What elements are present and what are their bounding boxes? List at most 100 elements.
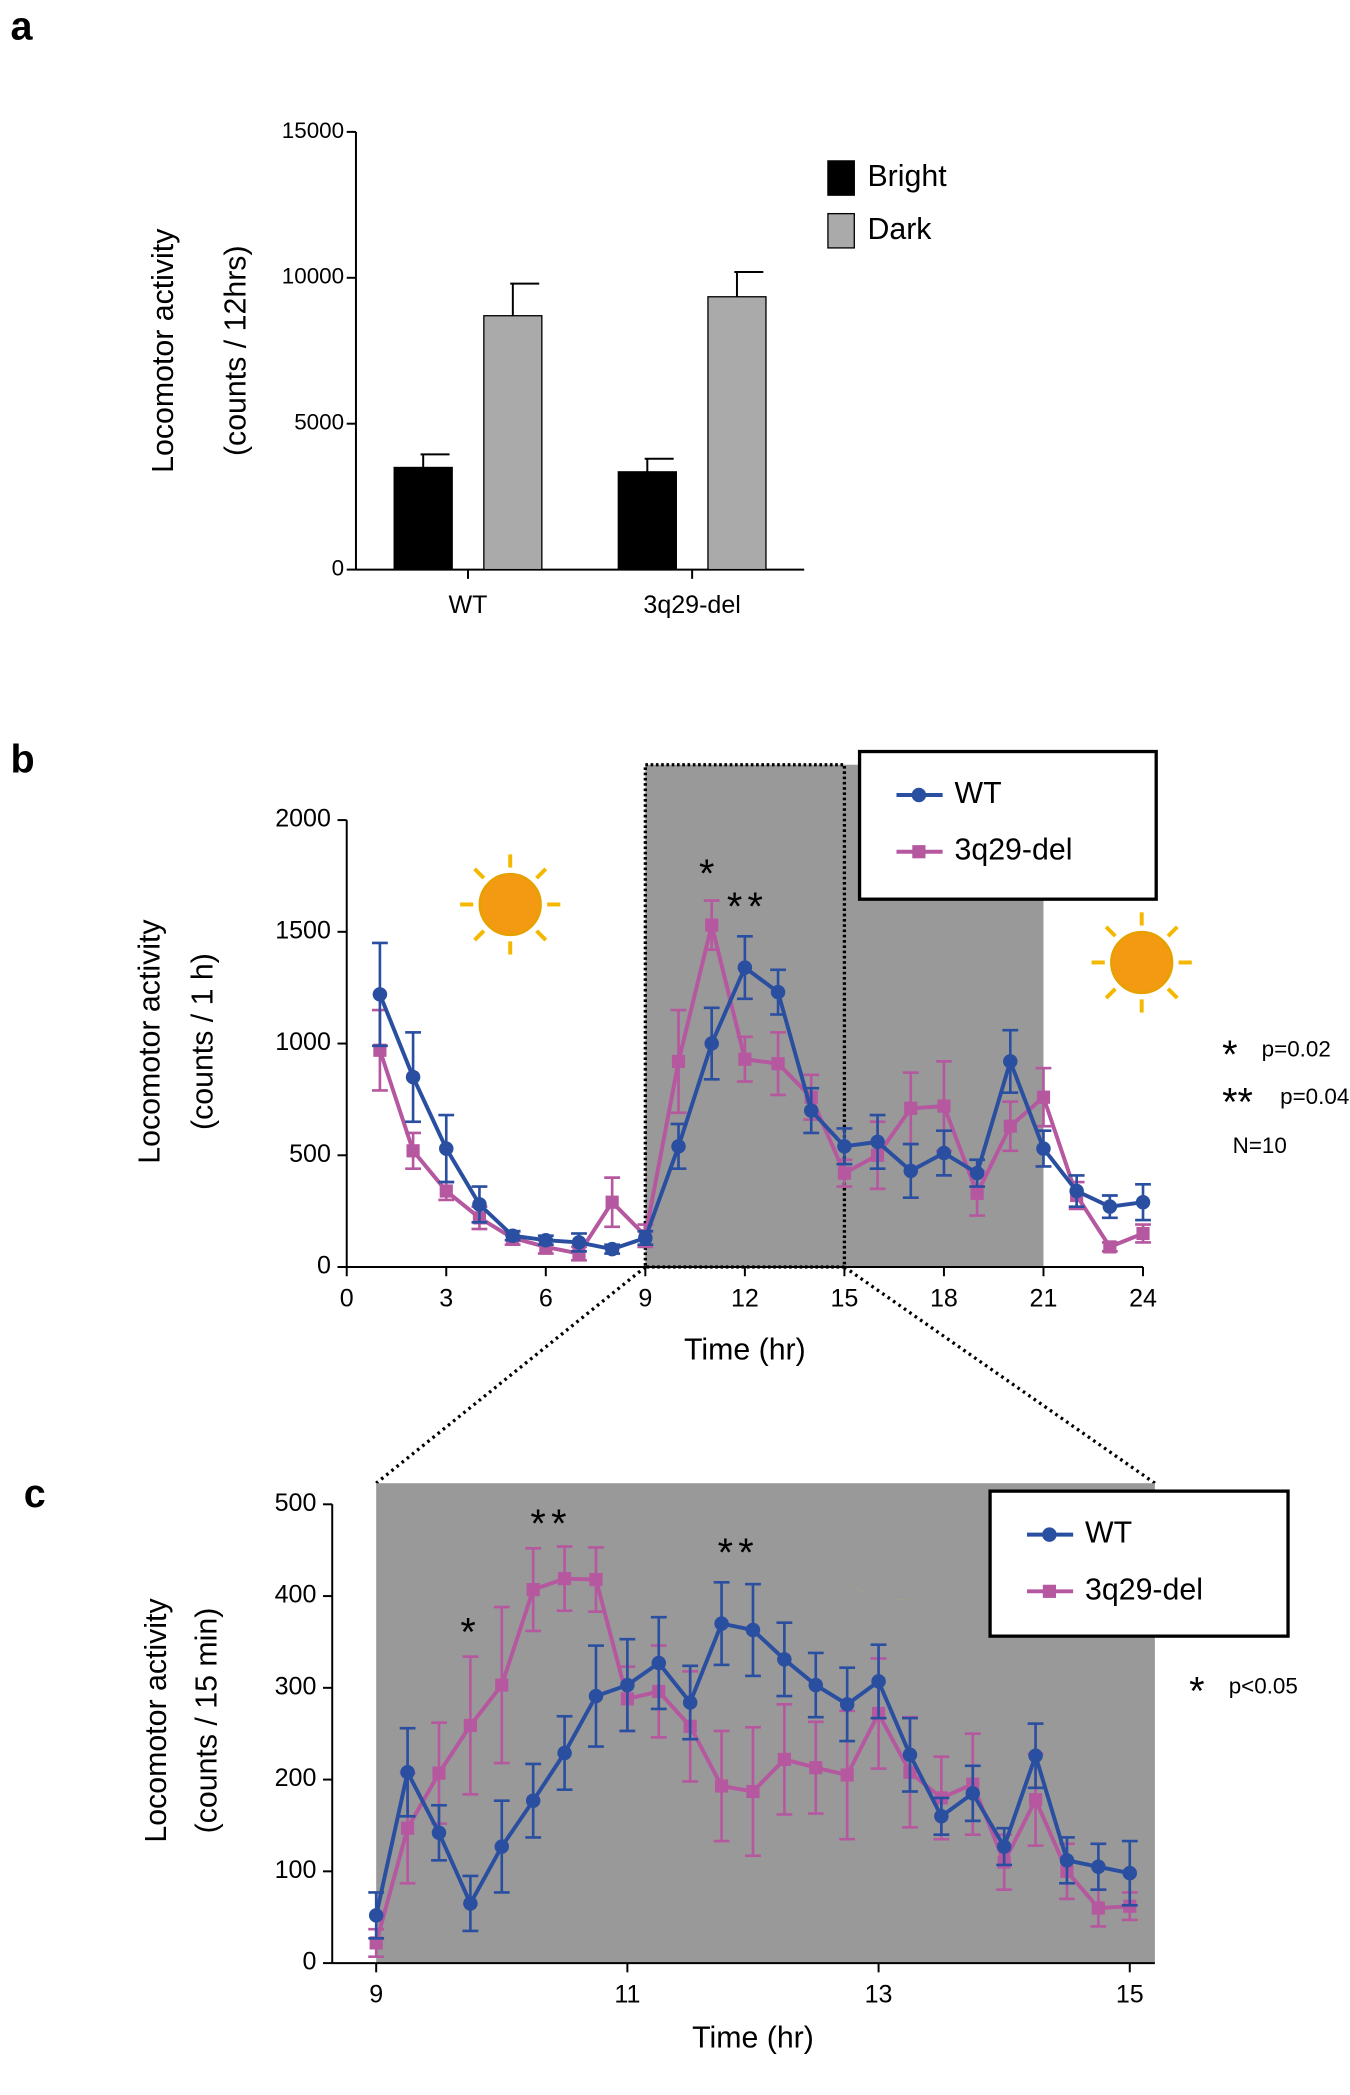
y-tick-label: 500	[275, 1489, 317, 1517]
y-axis-label: (counts / 12hrs)	[219, 245, 252, 456]
marker	[770, 984, 786, 1000]
marker	[432, 1766, 446, 1780]
bar	[707, 296, 767, 571]
y-tick-label: 1500	[275, 916, 331, 944]
marker	[1091, 1859, 1106, 1875]
marker	[904, 1101, 918, 1115]
marker	[400, 1764, 415, 1780]
marker	[870, 1134, 885, 1150]
x-tick-label: 6	[539, 1285, 553, 1313]
series	[368, 1580, 1138, 1940]
x-tick-label: 0	[340, 1285, 354, 1313]
marker	[746, 1784, 760, 1799]
marker	[605, 1195, 619, 1209]
marker	[557, 1572, 572, 1586]
panel-label: a	[11, 5, 34, 49]
marker	[745, 1622, 761, 1638]
marker	[777, 1752, 791, 1766]
marker	[406, 1144, 420, 1158]
significance-mark: **	[530, 1502, 571, 1546]
marker	[439, 1184, 453, 1198]
note-text: p=0.04	[1280, 1084, 1349, 1109]
marker	[969, 1165, 985, 1181]
legend-label: Bright	[867, 160, 947, 193]
legend-label: 3q29-del	[1085, 1573, 1203, 1606]
marker	[1059, 1853, 1075, 1868]
marker	[714, 1779, 729, 1793]
series	[371, 934, 1151, 1257]
chart-a: a Locomotor activity (counts / 12hrs) 0 5000…	[11, 5, 948, 620]
y-tick-label: 2000	[275, 805, 331, 833]
x-tick-label: 15	[1116, 1981, 1144, 2009]
zoom-line	[843, 1265, 1156, 1485]
x-tick-label: 3	[439, 1285, 453, 1313]
marker	[1091, 1901, 1105, 1915]
y-axis-label: (counts / 1 h)	[186, 953, 219, 1130]
marker	[1028, 1748, 1043, 1763]
y-axis-label: Locomotor activity	[140, 1598, 173, 1843]
y-axis-label: Locomotor activity	[147, 228, 180, 473]
marker	[714, 1616, 729, 1631]
marker	[538, 1232, 554, 1248]
x-tick-label: 12	[731, 1285, 759, 1313]
note-mark: **	[1222, 1080, 1253, 1124]
marker	[965, 1786, 981, 1801]
legend-label: 3q29-del	[954, 834, 1072, 867]
legend-swatch	[827, 212, 855, 249]
icons	[460, 854, 1192, 1601]
marker	[871, 1674, 886, 1689]
x-tick-label: 24	[1129, 1285, 1157, 1313]
marker	[936, 1145, 952, 1161]
sun-icon	[1091, 912, 1192, 1013]
bar	[393, 466, 453, 571]
marker	[1135, 1194, 1151, 1210]
marker	[400, 1821, 415, 1835]
marker	[1042, 1527, 1057, 1542]
marker	[638, 1230, 653, 1246]
marker	[557, 1745, 572, 1761]
marker	[671, 1139, 686, 1154]
note-text: p=0.02	[1262, 1037, 1331, 1062]
chart-b: b Locomotor activity (counts / 1 h) 0 500 100…	[11, 738, 1349, 1485]
y-tick-label: 1000	[275, 1028, 331, 1056]
marker	[1102, 1199, 1118, 1214]
marker	[505, 1228, 520, 1243]
marker	[372, 987, 388, 1002]
marker	[937, 1099, 951, 1113]
marker	[368, 1908, 384, 1923]
sun-icon	[460, 854, 561, 955]
y-tick-label: 0	[332, 556, 344, 581]
y-tick-label: 5000	[294, 410, 344, 435]
significance-mark: *	[460, 1610, 481, 1654]
zoom-box	[643, 763, 847, 1269]
marker	[1003, 1054, 1018, 1069]
y-tick-label: 0	[302, 1948, 316, 1976]
note-mark: *	[1189, 1670, 1204, 1714]
x-tick-label: 15	[830, 1285, 858, 1313]
y-tick-label: 500	[289, 1140, 331, 1168]
significance-mark: **	[718, 1531, 759, 1575]
marker	[996, 1839, 1012, 1854]
legend-box	[988, 1489, 1290, 1638]
marker	[604, 1241, 620, 1257]
marker	[1036, 1090, 1051, 1104]
y-tick-label: 100	[275, 1856, 317, 1884]
legend-swatch	[827, 160, 855, 196]
x-tick-label: 13	[865, 1981, 893, 2009]
legend-label: Dark	[867, 213, 932, 246]
marker	[777, 1652, 792, 1667]
x-axis-label: Time (hr)	[684, 1333, 806, 1366]
chart-c: c Locomotor activity (counts / 15 min) 0 100…	[24, 1472, 1298, 2055]
marker	[495, 1678, 509, 1692]
marker	[911, 787, 927, 803]
x-tick-label: 9	[638, 1285, 652, 1313]
x-tick-label: 9	[369, 1981, 383, 2009]
y-tick-label: 200	[275, 1764, 317, 1792]
significance-mark: *	[699, 852, 720, 896]
marker	[903, 1163, 919, 1179]
marker	[839, 1697, 855, 1712]
y-tick-label: 300	[275, 1672, 317, 1700]
marker	[439, 1141, 454, 1156]
marker	[902, 1747, 918, 1763]
